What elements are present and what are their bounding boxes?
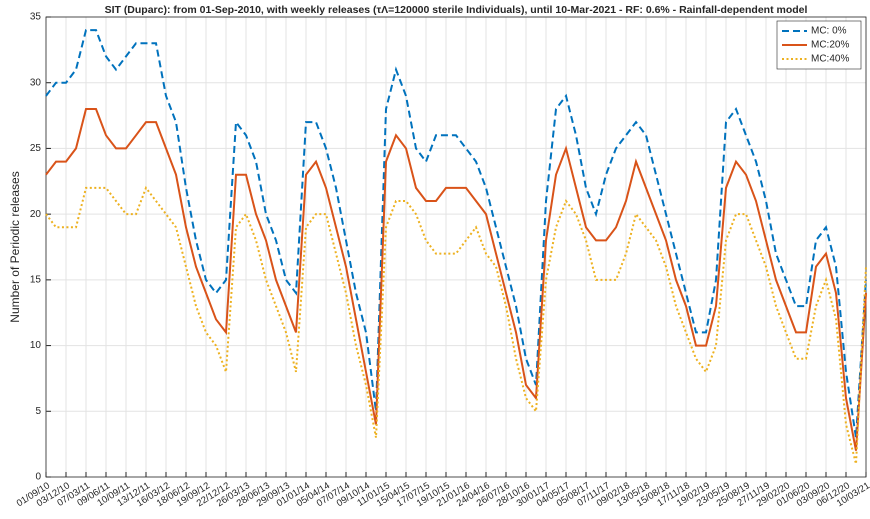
series-line <box>45 29 867 438</box>
series-line <box>45 108 867 451</box>
y-tick-label: 10 <box>30 340 42 351</box>
y-tick-label: 15 <box>30 274 42 285</box>
y-tick-label: 25 <box>30 143 42 154</box>
y-tick-label: 35 <box>30 12 42 23</box>
legend-label: MC: 0% <box>811 26 847 37</box>
legend-label: MC:20% <box>811 40 849 51</box>
y-tick-label: 30 <box>30 77 42 88</box>
y-tick-label: 0 <box>35 472 41 483</box>
y-tick-label: 20 <box>30 209 42 220</box>
plot-frame <box>45 16 867 478</box>
y-tick-label: 5 <box>35 406 41 417</box>
y-axis-label: Number of Periodic releases <box>8 171 22 322</box>
chart-title: SIT (Duparc): from 01-Sep-2010, with wee… <box>105 4 808 16</box>
legend-label: MC:40% <box>811 54 849 65</box>
series-line <box>45 185 867 465</box>
